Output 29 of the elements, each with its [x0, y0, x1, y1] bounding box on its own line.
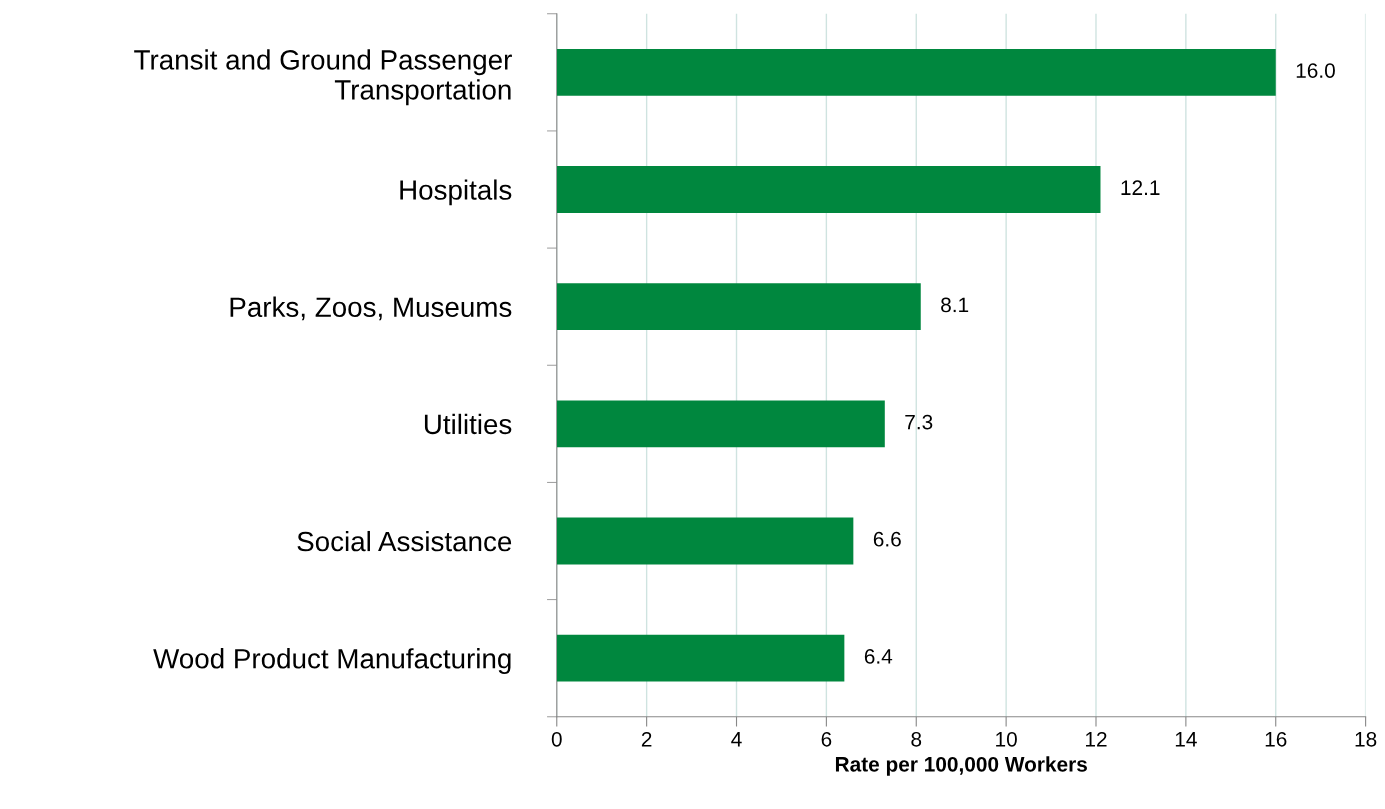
x-tick-label: 4	[731, 732, 742, 747]
bar	[556, 48, 1276, 96]
bar	[556, 166, 1101, 213]
bar	[556, 400, 885, 448]
x-tick-label: 0	[551, 731, 562, 747]
bar	[556, 634, 845, 682]
data-label: 8.1	[941, 297, 969, 313]
x-tick-label: 12	[1086, 731, 1107, 747]
y-tick-label: Parks, Zoos, Museums	[230, 296, 512, 321]
x-tick-label: 8	[911, 731, 922, 747]
data-label: 12.1	[1121, 180, 1160, 195]
data-label: 16.0	[1296, 63, 1335, 78]
y-tick-label: Social Assistance	[297, 530, 512, 552]
x-axis-title: Rate per 100,000 Workers	[835, 756, 1087, 776]
x-tick-label: 18	[1355, 731, 1377, 747]
x-tick-label: 6	[821, 731, 832, 747]
x-tick-label: 2	[641, 731, 652, 747]
data-label: 6.4	[864, 649, 893, 664]
bar	[556, 517, 854, 565]
y-tick-label: Wood Product Manufacturing	[153, 648, 511, 675]
y-tick-label: Hospitals	[400, 179, 512, 206]
x-tick-label: 14	[1175, 732, 1197, 747]
data-label: 7.3	[905, 414, 933, 430]
data-label: 6.6	[873, 531, 901, 547]
y-tick-label: Transit and Ground Passenger Transportation	[134, 49, 512, 106]
x-tick-label: 10	[996, 731, 1017, 747]
x-tick-label: 16	[1265, 731, 1287, 747]
bar	[556, 283, 921, 331]
y-tick-label: Utilities	[424, 413, 512, 435]
